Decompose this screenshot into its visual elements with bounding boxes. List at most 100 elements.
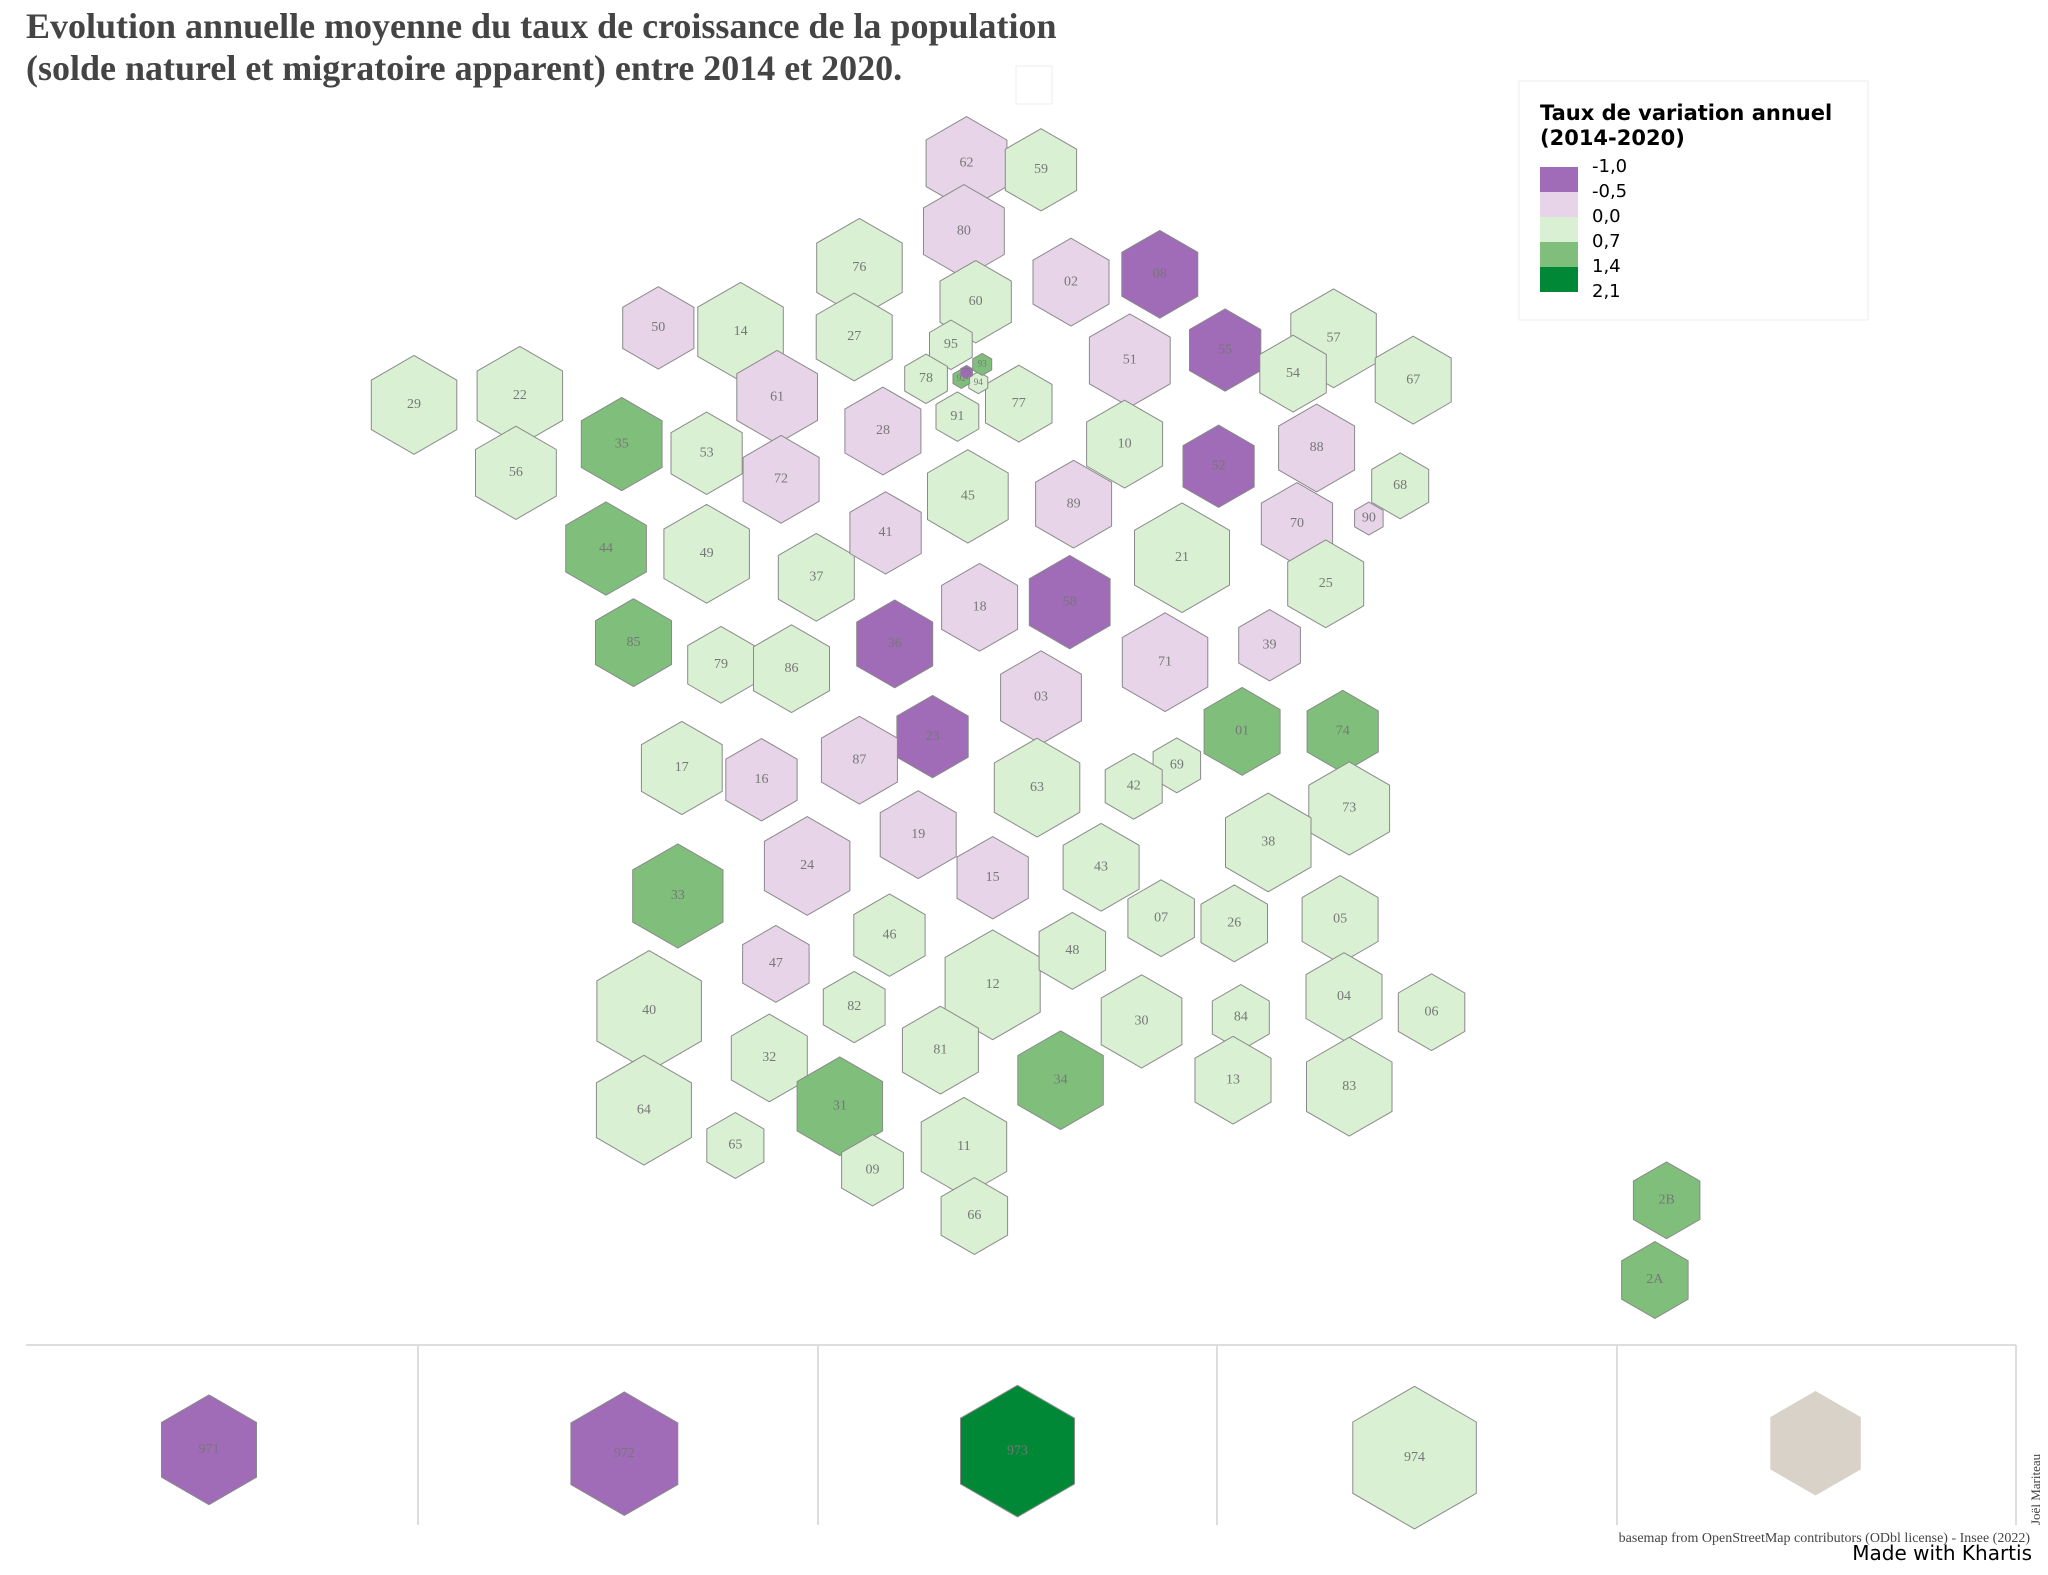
department-shape: [663, 503, 750, 604]
department-shape: [1189, 308, 1262, 392]
credit: basemap from OpenStreetMap contributors …: [1619, 1531, 2031, 1546]
department-shape: [763, 816, 851, 916]
department-label: 69: [1170, 758, 1184, 773]
department-label: 44: [599, 541, 613, 556]
department-label: 71: [1158, 654, 1172, 669]
department-shape: [1004, 128, 1078, 212]
department-label: 58: [1063, 594, 1077, 609]
department-shape: [1225, 792, 1312, 893]
department-label: 24: [800, 858, 814, 873]
department-label: 87: [852, 752, 866, 767]
department-shape: [1259, 334, 1327, 413]
department-label: 54: [1286, 366, 1300, 381]
department-label: 49: [700, 546, 714, 561]
department-shape: [1278, 403, 1356, 493]
department-label: 93: [978, 358, 988, 368]
title-line: (solde naturel et migratoire apparent) e…: [26, 48, 902, 88]
department-label: 29: [407, 397, 421, 412]
department-label: 68: [1393, 478, 1407, 493]
frame-box: [1015, 65, 1053, 105]
legend-label: -0,5: [1592, 181, 1627, 202]
department-label: 32: [762, 1050, 776, 1065]
department-shape: [753, 624, 830, 714]
department-label: 15: [986, 870, 1000, 885]
legend-swatch: [1540, 217, 1578, 242]
department-shape: [820, 715, 898, 805]
department-shape: [796, 1056, 884, 1157]
department-shape: [475, 425, 557, 520]
legend-label: 2,1: [1592, 281, 1621, 302]
department-label: 77: [1012, 396, 1026, 411]
department-label: 73: [1342, 801, 1356, 816]
department-shape: [706, 1112, 765, 1179]
title-line: Evolution annuelle moyenne du taux de cr…: [26, 6, 1057, 46]
department-label: 81: [933, 1042, 947, 1057]
department-shape: [1371, 452, 1430, 520]
department-shape: [960, 364, 973, 380]
department-label: 18: [973, 600, 987, 615]
department-shape: [1017, 1030, 1104, 1131]
department-label: 972: [614, 1446, 635, 1461]
department-shape: [370, 354, 458, 455]
department-label: 46: [882, 927, 896, 942]
department-shape: [1038, 911, 1107, 990]
department-shape: [570, 1391, 679, 1516]
department-label: 34: [1054, 1072, 1068, 1087]
department-shape: [896, 694, 969, 779]
department-shape: [725, 738, 798, 822]
legend-swatch: [1540, 242, 1578, 267]
department-label: 25: [1319, 576, 1333, 591]
department-shape: [929, 319, 973, 371]
department-label: 86: [785, 661, 799, 676]
department-shape: [1621, 1241, 1689, 1319]
territory-shape: [1770, 1391, 1861, 1496]
department-shape: [856, 599, 934, 689]
department-label: 01: [1235, 724, 1249, 739]
department-shape: [822, 970, 886, 1044]
department-label: 60: [969, 294, 983, 309]
department-shape: [941, 562, 1019, 652]
department-shape: [1632, 1161, 1701, 1240]
legend-title: (2014-2020): [1540, 126, 1685, 150]
legend-label: 0,7: [1592, 231, 1621, 252]
department-label: 78: [919, 371, 933, 386]
department-label: 61: [770, 389, 784, 404]
department-shape: [901, 1005, 979, 1095]
department-label: 04: [1337, 989, 1351, 1004]
department-label: 50: [651, 320, 665, 335]
department-label: 38: [1261, 835, 1275, 850]
department-shape: [595, 1054, 692, 1166]
department-label: 40: [642, 1003, 656, 1018]
department-shape: [565, 501, 647, 596]
department-label: 37: [809, 570, 823, 585]
department-shape: [1306, 1036, 1393, 1137]
department-label: 36: [888, 636, 902, 651]
department-label: 53: [700, 445, 714, 460]
department-shape: [815, 292, 893, 382]
department-label: 2B: [1658, 1193, 1674, 1208]
department-label: 88: [1310, 440, 1324, 455]
department-shape: [1200, 884, 1268, 963]
department-shape: [853, 893, 926, 977]
department-label: 56: [509, 465, 523, 480]
department-label: 52: [1212, 459, 1226, 474]
department-label: 51: [1123, 353, 1137, 368]
department-label: 06: [1425, 1004, 1439, 1019]
department-label: 67: [1406, 372, 1420, 387]
department-label: 95: [944, 337, 958, 352]
department-label: 42: [1127, 779, 1141, 794]
department-label: 43: [1094, 859, 1108, 874]
department-label: 94: [974, 377, 984, 387]
department-shape: [993, 737, 1081, 838]
department-label: 39: [1263, 637, 1277, 652]
legend: Taux de variation annuel (2014-2020) -1,…: [1518, 80, 1869, 321]
legend-title: Taux de variation annuel: [1540, 101, 1832, 125]
department-label: 48: [1065, 943, 1079, 958]
department-label: 33: [671, 888, 685, 903]
department-label: 83: [1342, 1079, 1356, 1094]
department-label: 22: [513, 388, 527, 403]
department-label: 41: [879, 525, 893, 540]
department-shape: [1121, 229, 1199, 319]
department-label: 82: [847, 999, 861, 1014]
department-shape: [1194, 1035, 1272, 1125]
